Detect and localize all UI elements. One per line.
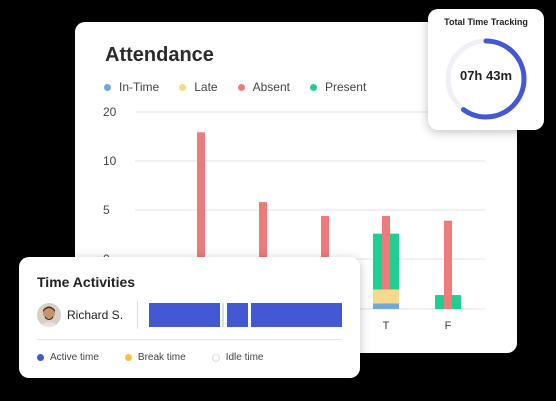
timeline-active-segment	[251, 303, 342, 327]
legend-item-late[interactable]: Late	[179, 80, 218, 94]
legend-dot-present	[309, 83, 317, 91]
activities-title: Time Activities	[37, 274, 136, 290]
legend-item-present[interactable]: Present	[309, 80, 367, 94]
legend-label-absent: Absent	[252, 80, 290, 94]
legend-label-in-time: In-Time	[119, 80, 160, 94]
avatar[interactable]	[37, 303, 61, 327]
y-tick-label: 5	[103, 203, 110, 217]
legend-dot-absent	[237, 83, 245, 91]
tracking-ring	[445, 38, 527, 120]
break-time-label: Break time	[137, 352, 186, 363]
legend-label-present: Present	[324, 80, 367, 94]
attendance-legend: In-Time Late Absent Present	[104, 80, 386, 94]
idle-time-label: Idle time	[225, 352, 264, 363]
timeline-active-segment	[227, 303, 248, 327]
activity-timeline[interactable]	[149, 303, 342, 327]
timeline-active-segment	[149, 303, 220, 327]
time-tracking-card: Total Time Tracking 07h 43m	[428, 9, 544, 130]
legend-idle-time: Idle time	[211, 352, 264, 363]
timeline-break-segment	[222, 303, 224, 327]
break-time-dot	[124, 354, 132, 361]
in-time-bar	[373, 303, 399, 309]
tracking-ring-progress	[445, 38, 527, 120]
legend-break-time: Break time	[124, 352, 186, 363]
user-divider	[137, 301, 138, 329]
absent-bar	[382, 216, 390, 309]
legend-dot-in-time	[104, 83, 111, 91]
y-tick-label: 20	[103, 105, 117, 119]
legend-label-late: Late	[194, 80, 218, 94]
tracking-value: 07h 43m	[459, 68, 513, 83]
user-name: Richard S.	[67, 308, 124, 322]
absent-bar	[259, 202, 267, 309]
legend-dot-late	[179, 83, 187, 91]
absent-bar	[197, 132, 205, 309]
x-tick-label: F	[445, 320, 452, 332]
tracking-title: Total Time Tracking	[444, 17, 528, 27]
x-tick-label: T	[383, 320, 390, 332]
legend-active-time: Active time	[37, 352, 99, 363]
absent-bar	[444, 220, 452, 309]
active-time-label: Active time	[50, 352, 99, 363]
time-activities-card: Time Activities Richard S. Active time B…	[19, 257, 360, 378]
row-divider	[37, 339, 342, 340]
late-bar	[373, 289, 399, 304]
active-time-dot	[37, 354, 44, 361]
y-tick-label: 10	[103, 154, 117, 168]
legend-item-absent[interactable]: Absent	[237, 80, 290, 94]
activities-legend: Active time Break time Idle time	[37, 352, 290, 363]
attendance-title: Attendance	[105, 44, 214, 66]
idle-time-dot	[211, 353, 220, 362]
legend-item-in-time[interactable]: In-Time	[104, 80, 159, 94]
avatar-icon	[39, 306, 59, 327]
